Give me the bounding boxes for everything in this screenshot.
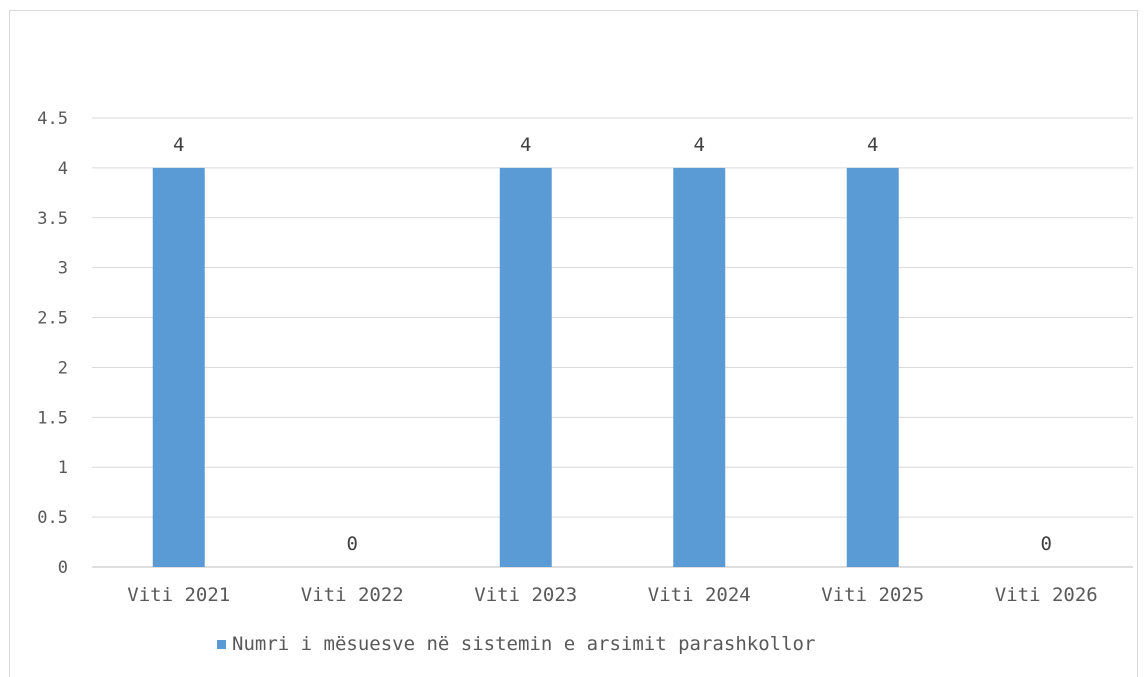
x-tick-label: Viti 2025 xyxy=(821,584,924,606)
y-tick-label: 2.5 xyxy=(37,309,68,329)
y-tick-label: 0.5 xyxy=(37,508,68,528)
x-tick-label: Viti 2026 xyxy=(995,584,1098,606)
bar xyxy=(499,167,552,567)
data-label: 4 xyxy=(694,134,705,156)
bar xyxy=(152,167,205,567)
data-label: 4 xyxy=(867,134,878,156)
y-tick-label: 2 xyxy=(58,358,68,378)
x-axis-categories: Viti 2021 Viti 2022 Viti 2023 Viti 2024 Viti… xyxy=(127,584,1097,606)
y-tick-label: 4.5 xyxy=(37,109,68,129)
legend-label: Numri i mësuesve në sistemin e arsimit p… xyxy=(232,633,815,655)
y-tick-label: 4 xyxy=(58,159,68,179)
data-label: 4 xyxy=(520,134,531,156)
legend-swatch xyxy=(217,640,226,649)
bar xyxy=(673,167,726,567)
x-tick-label: Viti 2022 xyxy=(301,584,404,606)
x-tick-label: Viti 2021 xyxy=(127,584,230,606)
data-labels: 4 0 4 4 4 0 xyxy=(173,134,1052,555)
legend: Numri i mësuesve në sistemin e arsimit p… xyxy=(217,633,815,655)
y-tick-label: 3.5 xyxy=(37,209,68,229)
bars xyxy=(152,167,899,567)
data-label: 0 xyxy=(1041,533,1052,555)
gridlines xyxy=(92,117,1133,568)
bar xyxy=(846,167,899,567)
x-tick-label: Viti 2024 xyxy=(648,584,751,606)
y-axis-ticks: 0 0.5 1 1.5 2 2.5 3 3.5 4 4.5 xyxy=(37,109,68,578)
y-tick-label: 1.5 xyxy=(37,408,68,428)
x-tick-label: Viti 2023 xyxy=(474,584,577,606)
y-tick-label: 1 xyxy=(58,458,68,478)
y-tick-label: 3 xyxy=(58,259,68,279)
data-label: 4 xyxy=(173,134,184,156)
y-tick-label: 0 xyxy=(58,558,68,578)
data-label: 0 xyxy=(347,533,358,555)
